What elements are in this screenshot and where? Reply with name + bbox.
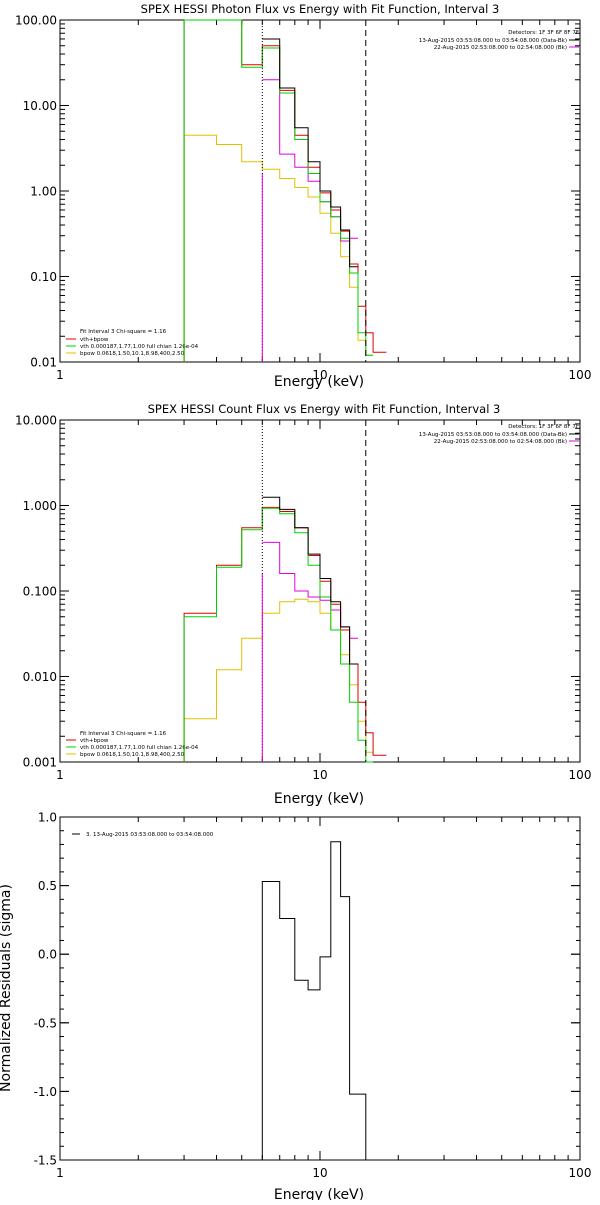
residuals-x-axis-label: Energy (keV) (274, 1187, 364, 1200)
photon-vth-label: vth 0.000187,1.77,1.00 full chian 1.26e-… (80, 344, 199, 350)
residuals-y-tick-label: -1.5 (34, 1154, 57, 1168)
residuals-y-tick-label: -0.5 (34, 1016, 57, 1030)
count-y-tick-label: 0.001 (23, 756, 57, 770)
photon-x-tick-label: 10 (312, 368, 327, 382)
residuals-x-tick-label: 100 (569, 1166, 592, 1180)
count-x-tick-label: 1 (56, 768, 64, 782)
count-data-interval-label: 13-Aug-2015 03:53:08.000 to 03:54:08.000… (419, 432, 567, 438)
count-y-tick-label: 0.010 (23, 670, 57, 684)
residuals-y-tick-label: 1.0 (38, 811, 57, 825)
count-x-axis-label: Energy (keV) (274, 791, 364, 807)
count-fit-interval-label: Fit Interval 3 Chi-square = 1.16 (80, 731, 167, 737)
count-y-tick-label: 0.100 (23, 585, 57, 599)
photon-vth-component-line (183, 19, 374, 362)
count-flux-title: SPEX HESSI Count Flux vs Energy with Fit… (148, 402, 501, 416)
count-bpow-component-line (183, 598, 374, 762)
count-x-tick-label: 10 (312, 768, 327, 782)
photon-flux-title: SPEX HESSI Photon Flux vs Energy with Fi… (141, 2, 500, 16)
photon-y-tick-label: 0.10 (30, 270, 57, 284)
count-y-tick-label: 1.000 (23, 499, 57, 513)
count-background-interval-label: 22-Aug-2015 02:53:08.000 to 02:54:08.000… (434, 439, 567, 445)
photon-x-tick-label: 100 (569, 368, 592, 382)
count-y-tick-label: 10.000 (15, 414, 57, 428)
photon-total-model-label: vth+bpow (80, 337, 109, 343)
photon-data-line (262, 38, 358, 268)
residuals-x-tick-label: 10 (312, 1166, 327, 1180)
count-flux-panel: SPEX HESSI Count Flux vs Energy with Fit… (15, 402, 591, 807)
photon-flux-panel: SPEX HESSI Photon Flux vs Energy with Fi… (15, 2, 591, 390)
residuals-legend-label: 3. 13-Aug-2015 03:53:08.000 to 03:54:08.… (86, 832, 214, 838)
count-data-line (262, 496, 358, 665)
photon-bpow-component-line (183, 134, 374, 362)
residuals-step-line (261, 841, 367, 1160)
residuals-y-axis-label: Normalized Residuals (sigma) (0, 884, 14, 1092)
photon-y-tick-label: 0.01 (30, 356, 57, 370)
photon-y-tick-label: 100.00 (15, 14, 57, 28)
photon-y-tick-label: 1.00 (30, 185, 57, 199)
count-total-model-label: vth+bpow (80, 738, 109, 744)
count-vth-label: vth 0.000187,1.77,1.00 full chian 1.26e-… (80, 745, 199, 751)
residuals-y-tick-label: 0.0 (38, 948, 57, 962)
residuals-x-tick-label: 1 (56, 1166, 64, 1180)
photon-bpow-label: bpow 0.0618,1.50,10.1,8.98,400,2.50 (80, 351, 185, 357)
photon-detectors-label: Detectors: 1F 3F 6F 8F 7F (508, 30, 579, 36)
residuals-y-tick-label: 0.5 (38, 879, 57, 893)
photon-y-tick-label: 10.00 (23, 99, 57, 113)
residuals-y-tick-label: -1.0 (34, 1085, 57, 1099)
photon-x-tick-label: 1 (56, 368, 64, 382)
photon-x-axis-label: Energy (keV) (274, 374, 364, 390)
photon-background-interval-label: 22-Aug-2015 02:53:08.000 to 02:54:08.000… (434, 45, 567, 51)
count-x-tick-label: 100 (569, 768, 592, 782)
residuals-panel: 3. 13-Aug-2015 03:53:08.000 to 03:54:08.… (0, 811, 592, 1204)
count-detectors-label: Detectors: 1F 3F 6F 8F 7F (508, 424, 579, 430)
photon-data-interval-label: 13-Aug-2015 03:53:08.000 to 03:54:08.000… (419, 38, 567, 44)
photon-fit-interval-label: Fit Interval 3 Chi-square = 1.16 (80, 329, 167, 335)
count-bpow-label: bpow 0.0618,1.50,10.1,8.98,400,2.50 (80, 752, 185, 758)
count-vth-component-line (183, 507, 374, 763)
